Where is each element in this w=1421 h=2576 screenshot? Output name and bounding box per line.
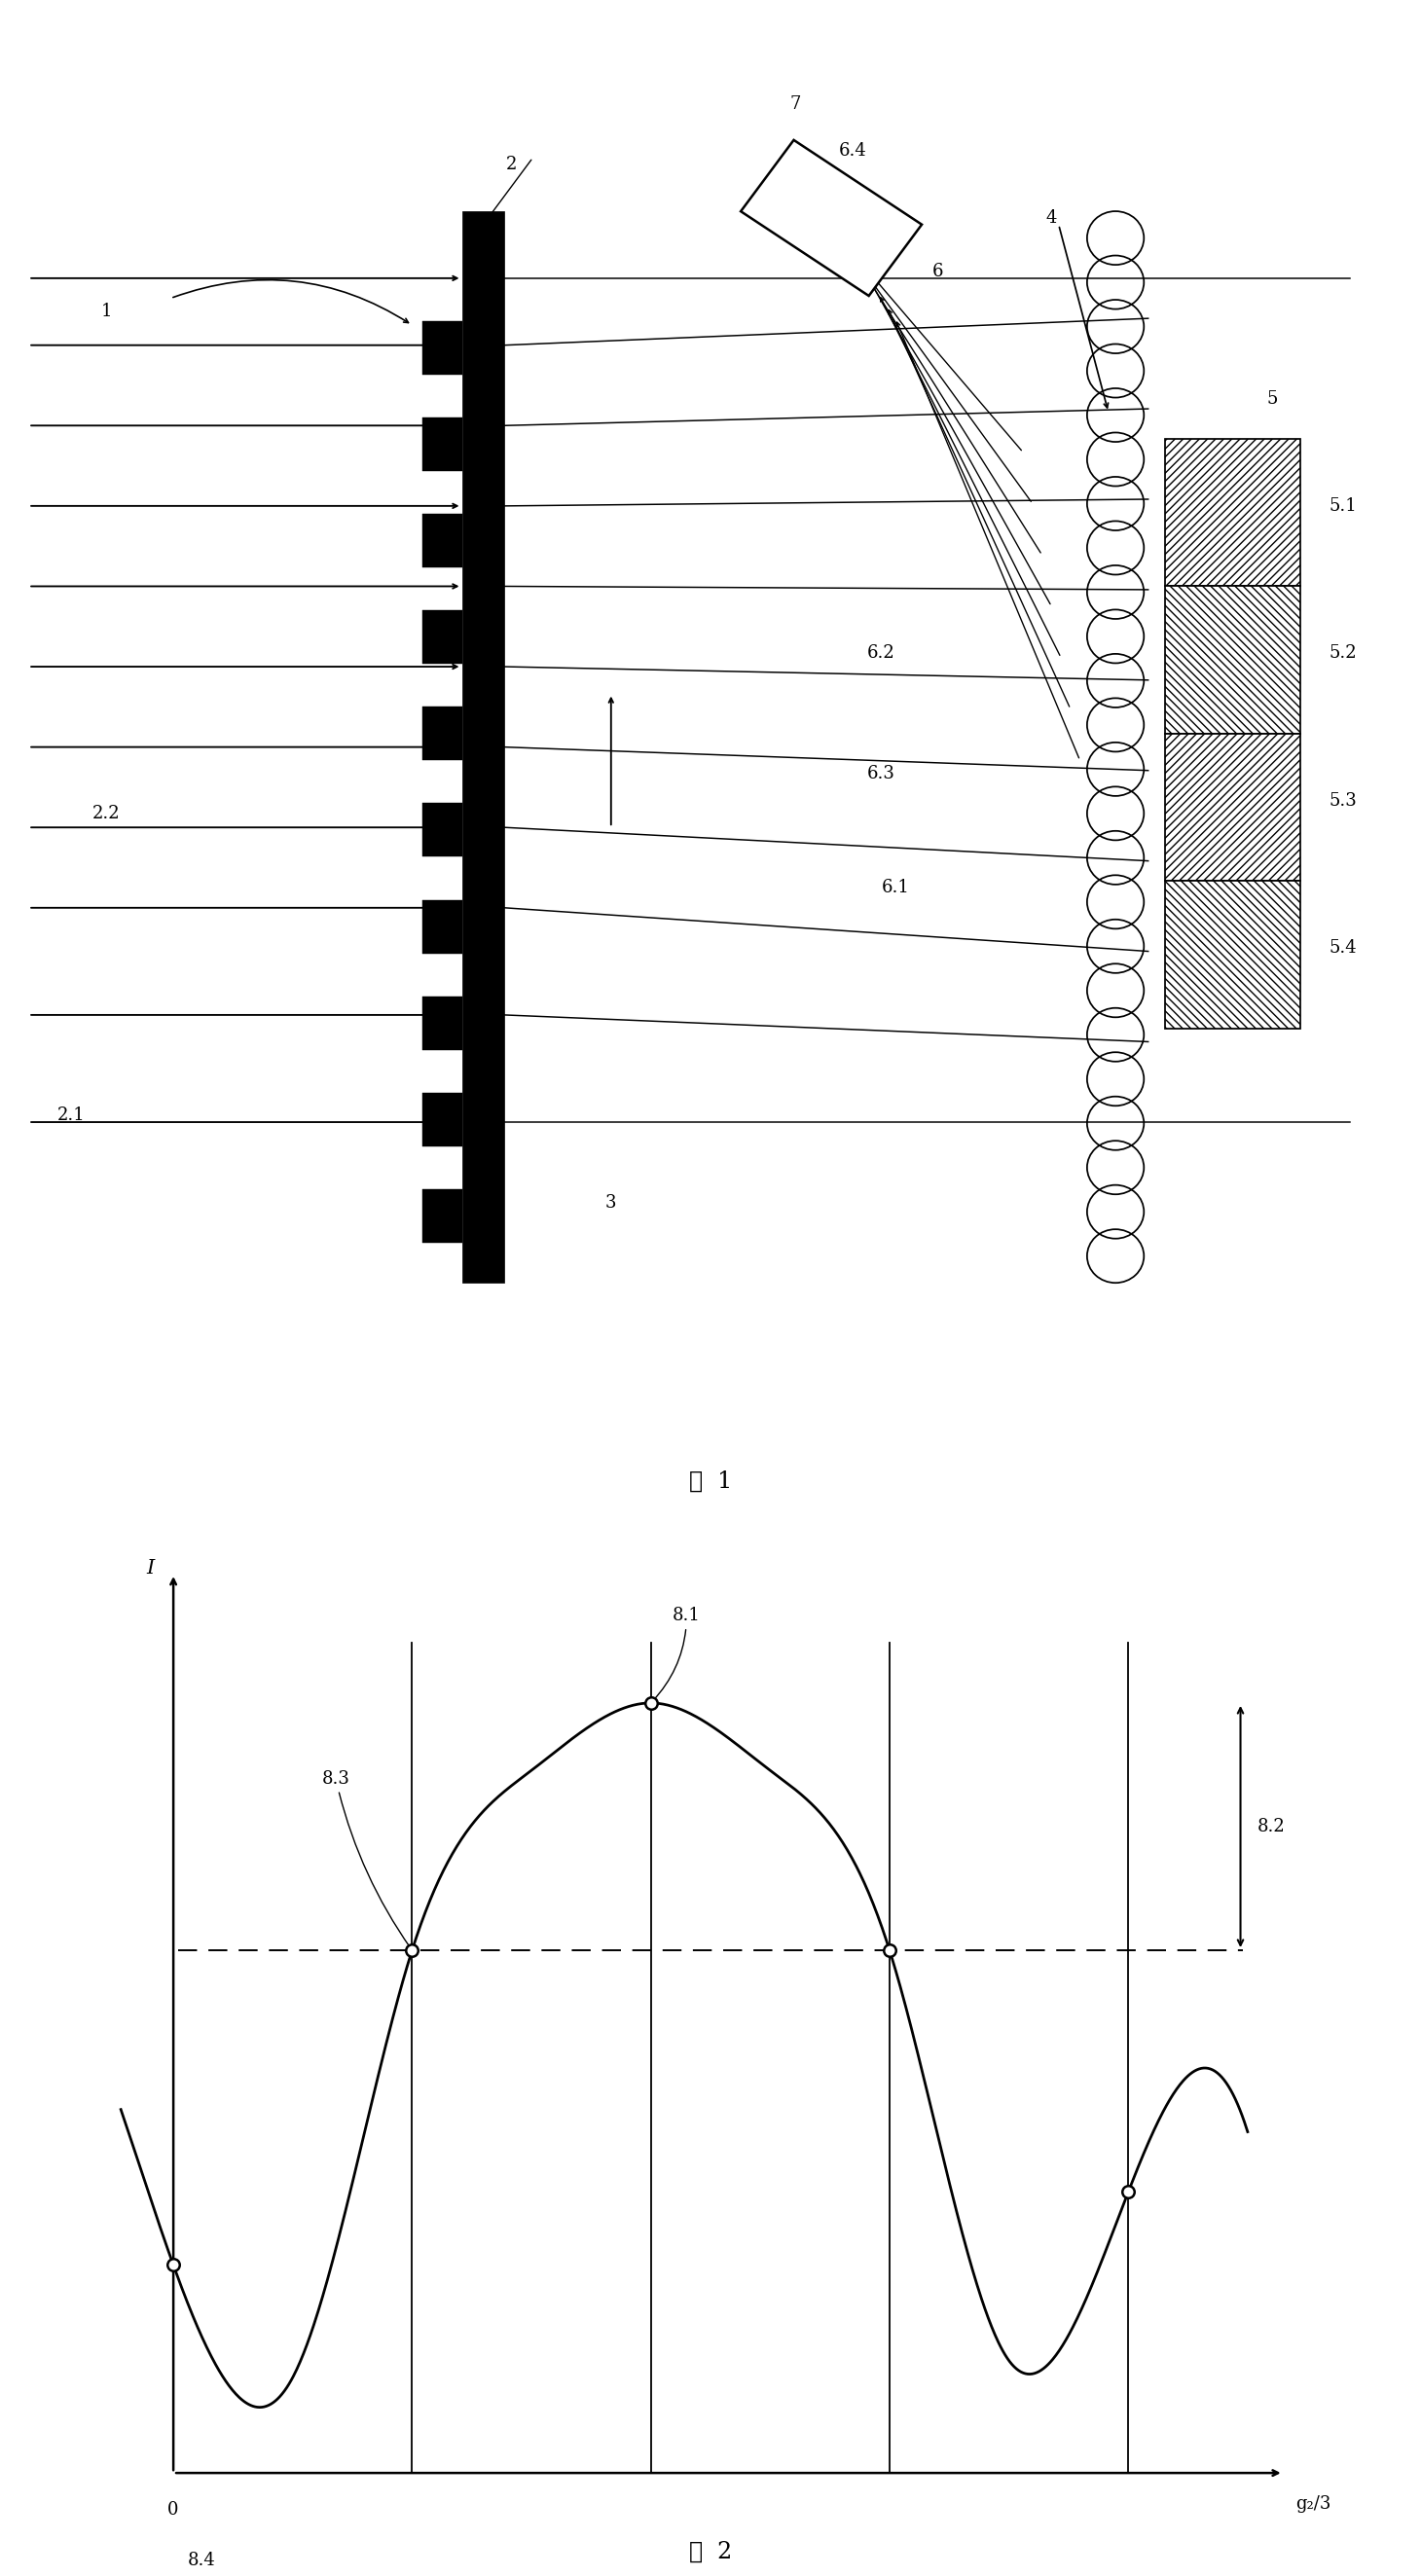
Text: 8.4: 8.4 bbox=[188, 2553, 216, 2568]
Bar bbox=[422, 1092, 462, 1146]
Bar bbox=[422, 804, 462, 858]
Text: 2.2: 2.2 bbox=[92, 806, 121, 822]
Text: 5.1: 5.1 bbox=[1329, 497, 1357, 515]
Text: g₂/3: g₂/3 bbox=[1296, 2496, 1331, 2514]
Bar bbox=[1165, 587, 1300, 734]
Text: 4: 4 bbox=[1046, 209, 1057, 227]
Text: 5: 5 bbox=[1266, 389, 1277, 407]
Text: 8.2: 8.2 bbox=[1258, 1819, 1285, 1834]
Text: 5.4: 5.4 bbox=[1329, 940, 1357, 956]
Bar bbox=[1165, 881, 1300, 1028]
Bar bbox=[462, 211, 504, 1283]
Text: 6.1: 6.1 bbox=[881, 878, 909, 896]
Text: 图  1: 图 1 bbox=[689, 1471, 732, 1492]
Text: 1: 1 bbox=[101, 304, 112, 319]
Text: 8.1: 8.1 bbox=[652, 1607, 701, 1700]
Bar bbox=[422, 899, 462, 953]
Text: 6.4: 6.4 bbox=[838, 142, 867, 160]
Text: 3: 3 bbox=[605, 1193, 617, 1211]
Text: 2: 2 bbox=[506, 155, 517, 173]
Text: 6.3: 6.3 bbox=[867, 765, 895, 783]
Text: 6: 6 bbox=[932, 263, 944, 281]
Bar bbox=[1165, 438, 1300, 587]
Text: 0: 0 bbox=[168, 2501, 179, 2519]
Text: 8.3: 8.3 bbox=[321, 1770, 411, 1947]
Polygon shape bbox=[740, 139, 922, 296]
Bar bbox=[422, 997, 462, 1051]
Text: I: I bbox=[146, 1558, 155, 1577]
Text: 2.1: 2.1 bbox=[57, 1108, 85, 1123]
Bar bbox=[422, 417, 462, 471]
Text: 5.2: 5.2 bbox=[1329, 644, 1357, 662]
Bar bbox=[422, 322, 462, 374]
Text: 7: 7 bbox=[790, 95, 801, 113]
Bar bbox=[422, 611, 462, 665]
Bar bbox=[422, 515, 462, 567]
Bar bbox=[1165, 734, 1300, 881]
Text: 5.3: 5.3 bbox=[1329, 791, 1357, 809]
Text: 图  2: 图 2 bbox=[689, 2540, 732, 2563]
Text: 6.2: 6.2 bbox=[867, 644, 895, 662]
Bar bbox=[422, 706, 462, 760]
Bar bbox=[422, 1190, 462, 1242]
